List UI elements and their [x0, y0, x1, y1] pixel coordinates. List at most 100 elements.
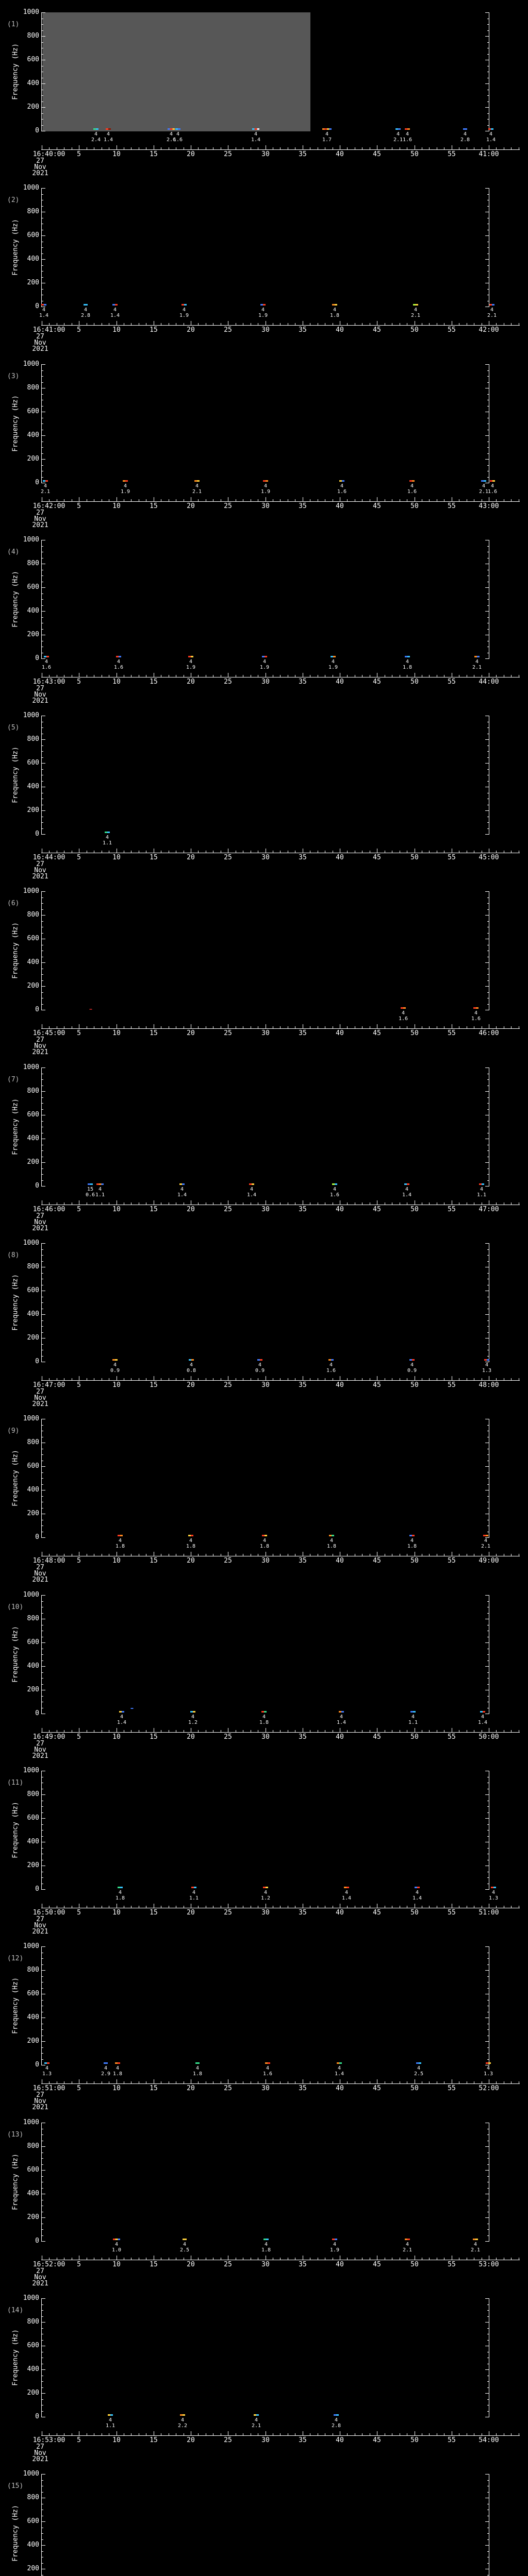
freq-tick-label: 600 — [27, 1638, 39, 1646]
freq-tick — [487, 1684, 489, 1685]
freq-tick — [487, 1326, 489, 1327]
event-value-label: 1.6 — [113, 665, 124, 670]
time-tick-label: 55 — [448, 1206, 456, 1213]
time-tick — [429, 1906, 430, 1908]
freq-tick-label: 200 — [27, 1510, 39, 1517]
freq-tick — [42, 2029, 43, 2030]
time-tick-label: 30 — [261, 1029, 270, 1037]
freq-tick — [485, 2298, 489, 2299]
time-tick-label: 5 — [77, 2436, 81, 2444]
event-count-label: 4 — [182, 307, 186, 313]
date-label: 2021 — [32, 1048, 48, 1056]
time-tick — [198, 1906, 199, 1908]
time-tick-label: 55 — [448, 1557, 456, 1565]
freq-tick-label: 800 — [27, 32, 39, 40]
time-tick-label: 20 — [187, 1557, 195, 1565]
freq-tick — [42, 2134, 43, 2135]
time-tick-label: 25 — [224, 1206, 232, 1213]
event-count-label: 4 — [396, 131, 400, 137]
event-value-label: 1.3 — [42, 2071, 52, 2077]
time-tick — [496, 1730, 497, 1732]
freq-tick — [485, 1970, 489, 1971]
event-dot — [260, 304, 266, 306]
freq-tick — [42, 465, 43, 466]
freq-tick — [485, 83, 489, 84]
freq-tick — [487, 119, 489, 120]
freq-tick — [42, 2381, 43, 2382]
freq-tick — [42, 2241, 45, 2242]
freq-tick-label: 200 — [27, 1686, 39, 1693]
freq-tick-label: 0 — [35, 1533, 39, 1541]
freq-tick — [42, 992, 43, 993]
start-time-label: 16:43:00 — [32, 678, 65, 686]
freq-tick — [487, 1180, 489, 1181]
freq-tick-label: 0 — [35, 2413, 39, 2420]
event-dot — [112, 1359, 118, 1361]
event-count-label: 4 — [117, 659, 121, 665]
time-tick — [49, 675, 50, 677]
freq-tick — [42, 915, 45, 916]
time-tick-label: 25 — [224, 150, 232, 158]
time-tick — [49, 2433, 50, 2435]
freq-tick — [487, 2328, 489, 2329]
time-tick-label: 5 — [77, 678, 81, 686]
freq-tick-label: 600 — [27, 2342, 39, 2349]
freq-tick — [42, 1836, 43, 1837]
freq-tick — [42, 194, 43, 195]
freq-tick — [42, 2551, 43, 2552]
freq-tick — [487, 376, 489, 377]
date-label: Nov — [34, 2274, 46, 2281]
time-tick-label: 50 — [410, 326, 419, 334]
freq-tick — [487, 2047, 489, 2048]
freq-tick — [487, 30, 489, 31]
event-value-label: 1.4 — [251, 137, 261, 143]
event-count-label: 4 — [120, 1714, 124, 1720]
freq-tick-label: 400 — [27, 1838, 39, 1845]
event-dot — [113, 2239, 120, 2240]
event-dot — [409, 1535, 415, 1536]
freq-tick — [487, 1696, 489, 1697]
freq-tick-label: 200 — [27, 1158, 39, 1166]
date-label: 27 — [36, 2443, 44, 2451]
time-tick-label: 35 — [299, 1909, 307, 1917]
panel-index-label: (10) — [7, 1603, 24, 1611]
end-time-label: 51:00 — [478, 1909, 499, 1917]
freq-tick — [485, 259, 489, 260]
event-dot — [263, 480, 268, 482]
freq-tick — [485, 459, 489, 460]
time-tick — [496, 1026, 497, 1028]
freq-tick — [42, 822, 43, 823]
time-tick-label: 45 — [373, 854, 381, 861]
freq-tick-label: 1000 — [23, 1942, 39, 1950]
freq-tick-label: 800 — [27, 1438, 39, 1446]
time-tick-label: 50 — [410, 2261, 419, 2268]
date-label: 27 — [36, 1388, 44, 1396]
time-tick-label: 40 — [336, 326, 344, 334]
freq-tick — [42, 1684, 43, 1685]
freq-tick-label: 600 — [27, 1462, 39, 1470]
time-tick — [429, 2433, 430, 2435]
freq-tick — [42, 897, 43, 898]
freq-tick — [42, 1273, 43, 1274]
event-dot — [490, 480, 495, 482]
event-value-label: 1.4 — [246, 1192, 257, 1198]
freq-tick — [487, 1302, 489, 1303]
freq-tick — [42, 447, 43, 448]
freq-tick — [42, 376, 43, 377]
date-label: 2021 — [32, 1225, 48, 1232]
freq-tick — [487, 1356, 489, 1357]
freq-tick — [487, 2235, 489, 2236]
event-value-label: 1.9 — [179, 313, 189, 318]
freq-tick — [487, 1824, 489, 1825]
freq-tick — [485, 1889, 489, 1890]
time-tick — [496, 1202, 497, 1205]
no-data-region — [42, 12, 310, 131]
freq-tick-label: 1000 — [23, 711, 39, 719]
time-tick-label: 55 — [448, 1029, 456, 1037]
time-tick-label: 20 — [187, 1206, 195, 1213]
freq-tick — [42, 459, 45, 460]
time-tick — [347, 2433, 348, 2435]
freq-axis — [41, 540, 42, 659]
event-dot — [328, 1359, 334, 1361]
time-tick — [347, 1378, 348, 1380]
